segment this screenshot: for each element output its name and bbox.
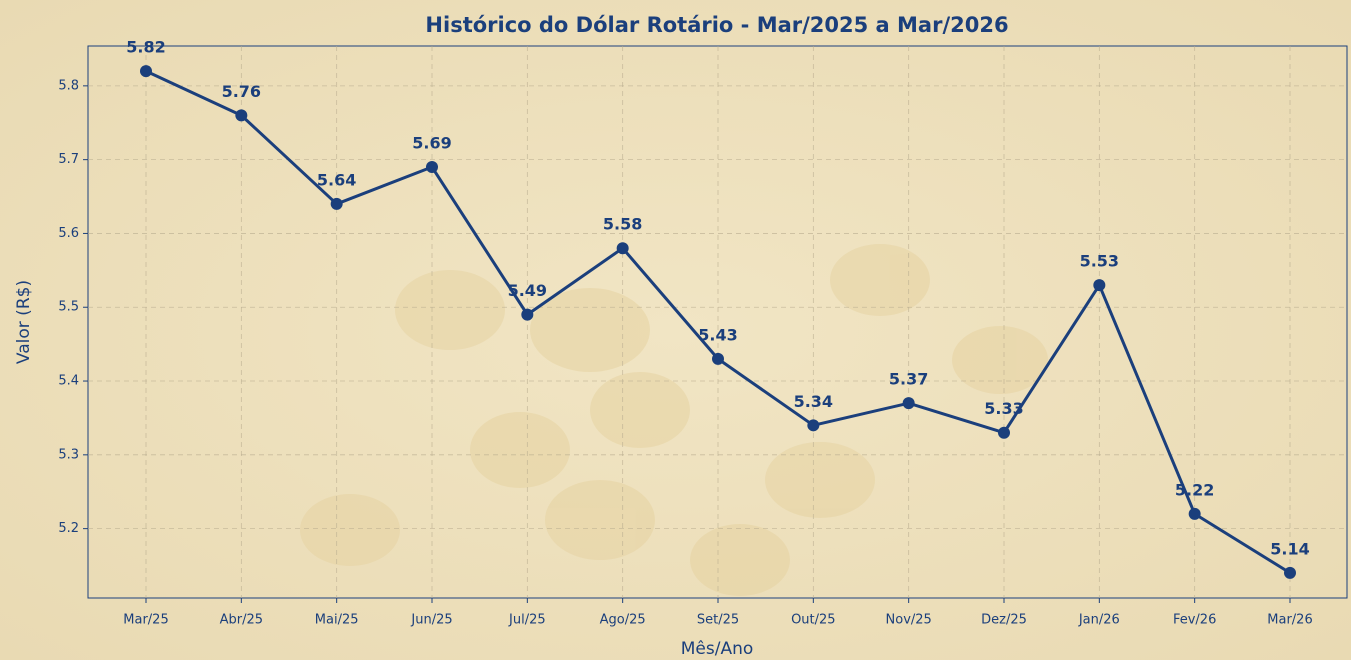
data-label: 5.22 (1175, 480, 1214, 499)
x-tick-label: Mar/25 (123, 613, 168, 628)
x-tick-label: Ago/25 (600, 613, 646, 628)
x-tick-label: Nov/25 (886, 613, 932, 628)
x-tick-label: Fev/26 (1173, 613, 1216, 628)
data-point (1189, 508, 1201, 520)
data-label: 5.58 (603, 215, 642, 234)
y-tick-label: 5.5 (58, 300, 79, 315)
x-tick-label: Dez/25 (981, 613, 1027, 628)
x-tick-label: Abr/25 (220, 613, 263, 628)
x-tick-label: Jan/26 (1078, 613, 1120, 628)
data-point (521, 309, 533, 321)
data-point (807, 419, 819, 431)
x-axis-label: Mês/Ano (681, 639, 754, 659)
x-tick-label: Mai/25 (315, 613, 359, 628)
y-tick-label: 5.7 (58, 152, 79, 167)
x-tick-label: Jun/25 (410, 613, 452, 628)
chart: Histórico do Dólar Rotário - Mar/2025 a … (0, 0, 1351, 660)
data-label: 5.76 (222, 82, 261, 101)
data-label: 5.43 (698, 325, 737, 344)
data-point (1284, 567, 1296, 579)
data-label: 5.53 (1080, 252, 1119, 271)
data-point (140, 65, 152, 77)
x-tick-label: Set/25 (697, 613, 739, 628)
y-tick-label: 5.2 (58, 521, 79, 536)
y-tick-label: 5.3 (58, 447, 79, 462)
chart-title: Histórico do Dólar Rotário - Mar/2025 a … (425, 13, 1008, 37)
data-point (712, 353, 724, 365)
data-point (426, 161, 438, 173)
y-axis-label: Valor (R$) (14, 280, 34, 364)
data-label: 5.37 (889, 370, 928, 389)
x-tick-label: Mar/26 (1267, 613, 1312, 628)
data-point (617, 242, 629, 254)
data-point (998, 427, 1010, 439)
data-point (331, 198, 343, 210)
y-tick-label: 5.6 (58, 226, 79, 241)
data-label: 5.69 (412, 134, 451, 153)
data-point (903, 397, 915, 409)
data-label: 5.14 (1270, 539, 1309, 558)
data-point (235, 109, 247, 121)
data-label: 5.64 (317, 170, 356, 189)
data-point (1093, 279, 1105, 291)
x-tick-label: Jul/25 (508, 613, 546, 628)
y-tick-label: 5.4 (58, 374, 79, 389)
x-tick-label: Out/25 (791, 613, 836, 628)
data-label: 5.49 (508, 281, 547, 300)
page: {"chart_data": {"type": "line", "title":… (0, 0, 1351, 660)
y-tick-label: 5.8 (58, 78, 79, 93)
data-label: 5.34 (794, 392, 833, 411)
data-label: 5.82 (126, 38, 165, 57)
data-label: 5.33 (984, 399, 1023, 418)
